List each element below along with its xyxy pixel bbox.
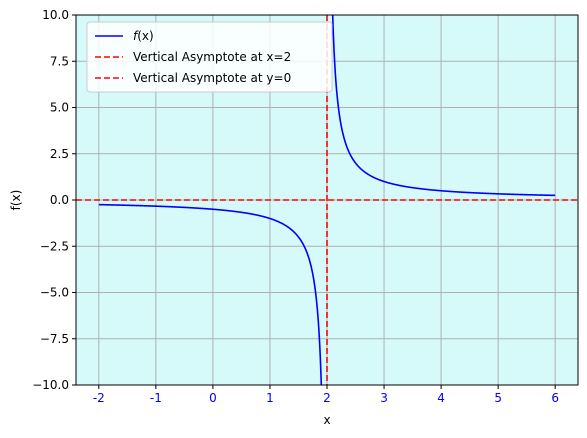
series-curve-1 — [98, 203, 323, 385]
y-tick-label: 2.5 — [50, 147, 69, 161]
x-tick-label: -1 — [150, 391, 162, 405]
legend-label-2: Vertical Asymptote at x=2 — [133, 50, 291, 64]
legend-label-3: Vertical Asymptote at y=0 — [133, 71, 291, 85]
x-axis: -2 -1 0 1 2 3 4 5 6 — [93, 385, 559, 405]
y-tick-label: 10.0 — [42, 8, 69, 22]
y-axis-label: f(x) — [9, 190, 23, 211]
y-tick-label: −2.5 — [40, 239, 69, 253]
series-curve-2 — [331, 15, 556, 197]
y-axis: −10.0 −7.5 −5.0 −2.5 0.0 2.5 5.0 7.5 10.0 — [32, 8, 76, 392]
y-tick-label: 7.5 — [50, 54, 69, 68]
y-tick-label: 5.0 — [50, 101, 69, 115]
series-layer — [76, 15, 578, 385]
x-axis-label: x — [323, 413, 330, 427]
legend: f(x) Vertical Asymptote at x=2 Vertical As… — [86, 21, 333, 93]
y-tick-label: 0.0 — [50, 193, 69, 207]
legend-label-math-f: f — [133, 29, 139, 43]
y-tick-label: −7.5 — [40, 332, 69, 346]
x-tick-label: -2 — [93, 391, 105, 405]
x-tick-label: 5 — [494, 391, 502, 405]
x-tick-label: 3 — [380, 391, 388, 405]
legend-box — [86, 21, 333, 93]
legend-label-1: f(x) — [133, 29, 154, 43]
x-tick-label: 0 — [209, 391, 217, 405]
y-tick-label: −10.0 — [32, 378, 69, 392]
x-tick-label: 4 — [437, 391, 445, 405]
x-tick-label: 6 — [551, 391, 559, 405]
x-tick-label: 2 — [323, 391, 331, 405]
legend-label-math-args: (x) — [137, 29, 153, 43]
y-tick-label: −5.0 — [40, 286, 69, 300]
x-tick-label: 1 — [266, 391, 274, 405]
